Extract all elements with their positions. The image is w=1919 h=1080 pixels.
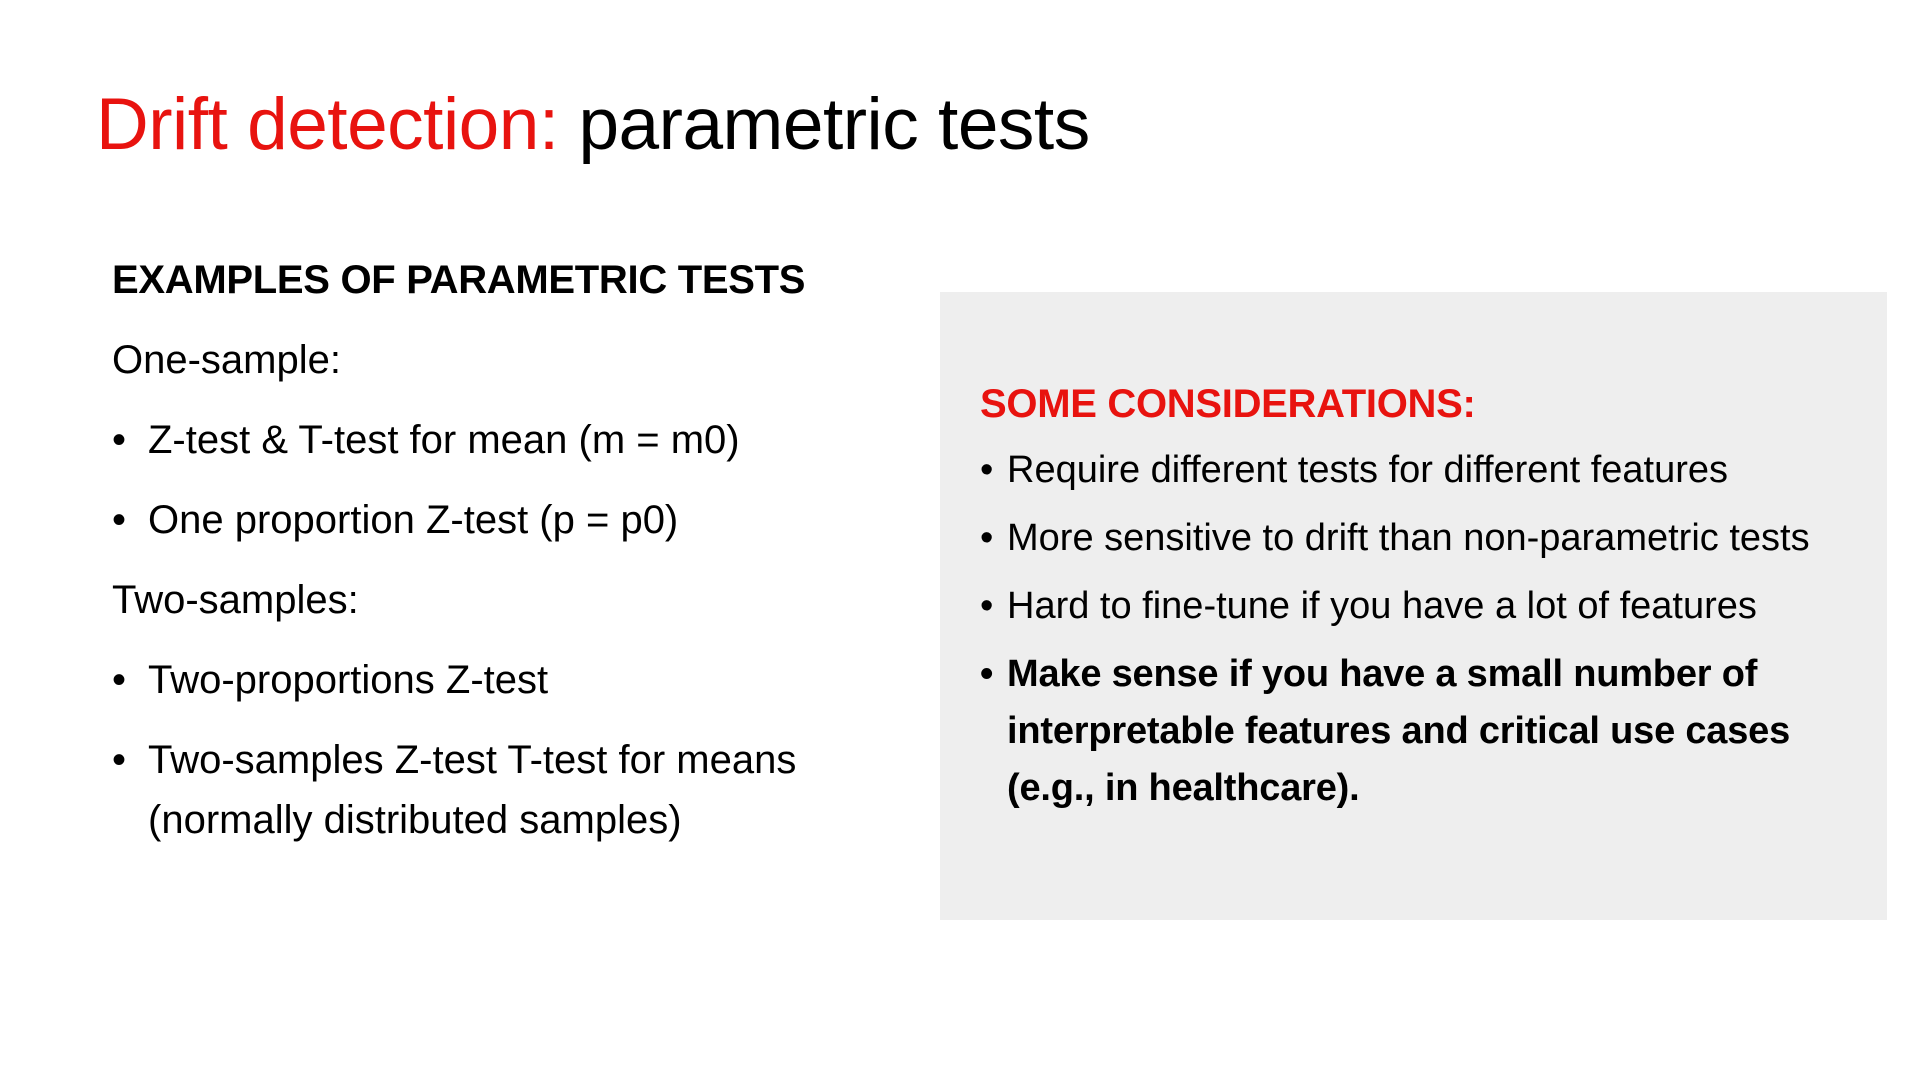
- list-item: • One proportion Z-test (p = p0): [112, 490, 892, 550]
- title-rest: parametric tests: [558, 84, 1090, 165]
- bullet-icon: •: [112, 738, 127, 782]
- considerations-panel: SOME CONSIDERATIONS: • Require different…: [940, 292, 1887, 920]
- examples-section: EXAMPLES OF PARAMETRIC TESTS One-sample:…: [112, 250, 892, 850]
- list-item: • Make sense if you have a small number …: [980, 646, 1870, 817]
- bullet-icon: •: [112, 658, 127, 702]
- list-item-text: Make sense if you have a small number of…: [1007, 653, 1791, 809]
- title-accent: Drift detection:: [96, 84, 559, 165]
- list-item: • Require different tests for different …: [980, 442, 1870, 499]
- bullet-icon: •: [980, 653, 994, 695]
- two-samples-list: • Two-proportions Z-test • Two-samples Z…: [112, 650, 892, 850]
- list-item-text: One proportion Z-test (p = p0): [148, 498, 679, 542]
- list-item: • More sensitive to drift than non-param…: [980, 510, 1870, 567]
- list-item: • Two-samples Z-test T-test for means (n…: [112, 730, 868, 850]
- list-item-text: Require different tests for different fe…: [1007, 449, 1728, 491]
- list-item: • Z-test & T-test for mean (m = m0): [112, 410, 892, 470]
- bullet-icon: •: [980, 449, 994, 491]
- list-item: • Hard to fine-tune if you have a lot of…: [980, 578, 1870, 635]
- list-item-text: Two-samples Z-test T-test for means (nor…: [148, 738, 797, 842]
- bullet-icon: •: [112, 418, 127, 462]
- considerations-heading: SOME CONSIDERATIONS:: [980, 382, 1476, 426]
- list-item-text: More sensitive to drift than non-paramet…: [1007, 517, 1810, 559]
- slide-title: Drift detection: parametric tests: [96, 80, 1090, 170]
- two-samples-label: Two-samples:: [112, 578, 359, 622]
- examples-heading: EXAMPLES OF PARAMETRIC TESTS: [112, 258, 806, 302]
- bullet-icon: •: [112, 498, 127, 542]
- considerations-list: • Require different tests for different …: [980, 442, 1870, 817]
- list-item-text: Z-test & T-test for mean (m = m0): [148, 418, 740, 462]
- one-sample-list: • Z-test & T-test for mean (m = m0) • On…: [112, 410, 892, 550]
- list-item: • Two-proportions Z-test: [112, 650, 892, 710]
- one-sample-label: One-sample:: [112, 338, 341, 382]
- list-item-text: Hard to fine-tune if you have a lot of f…: [1007, 585, 1757, 627]
- bullet-icon: •: [980, 585, 994, 627]
- list-item-text: Two-proportions Z-test: [148, 658, 549, 702]
- bullet-icon: •: [980, 517, 994, 559]
